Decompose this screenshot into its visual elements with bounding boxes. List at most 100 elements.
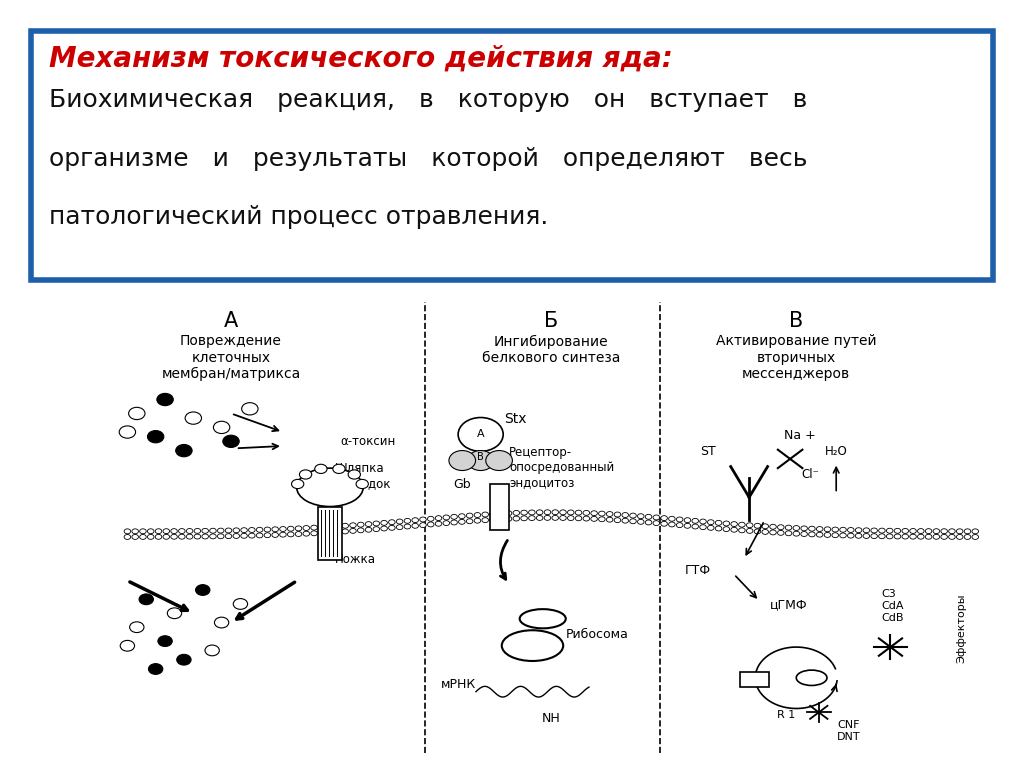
Text: Gb: Gb	[453, 478, 471, 491]
Circle shape	[708, 520, 714, 525]
Circle shape	[373, 527, 380, 531]
Circle shape	[816, 527, 823, 531]
Circle shape	[241, 528, 248, 533]
Circle shape	[848, 533, 854, 538]
Circle shape	[956, 535, 963, 539]
Circle shape	[280, 527, 287, 531]
Circle shape	[311, 525, 317, 530]
Text: цГМФ: цГМФ	[770, 598, 807, 611]
Circle shape	[451, 515, 458, 519]
Circle shape	[404, 524, 411, 529]
Circle shape	[119, 426, 135, 439]
Circle shape	[156, 528, 162, 534]
Circle shape	[249, 533, 255, 538]
Text: Биохимическая   реакция,   в   которую   он   вступает   в: Биохимическая реакция, в которую он всту…	[49, 88, 808, 112]
Text: организме   и   результаты   которой   определяют   весь: организме и результаты которой определяю…	[49, 147, 808, 170]
Circle shape	[567, 515, 574, 521]
Circle shape	[746, 523, 753, 528]
Circle shape	[887, 528, 893, 533]
Circle shape	[156, 535, 162, 539]
Circle shape	[148, 664, 163, 674]
Circle shape	[186, 528, 193, 534]
Circle shape	[831, 527, 839, 532]
Circle shape	[544, 510, 551, 515]
Circle shape	[241, 533, 248, 538]
Circle shape	[348, 470, 360, 479]
Text: Механизм токсического действия яда:: Механизм токсического действия яда:	[49, 45, 673, 72]
Circle shape	[801, 526, 807, 531]
Text: A: A	[477, 429, 484, 439]
Circle shape	[599, 517, 605, 521]
Circle shape	[459, 519, 465, 525]
Circle shape	[583, 516, 590, 521]
Circle shape	[809, 532, 815, 537]
Circle shape	[544, 515, 551, 521]
Circle shape	[120, 641, 134, 651]
Circle shape	[972, 529, 979, 534]
Circle shape	[755, 529, 761, 534]
Circle shape	[147, 431, 164, 443]
Circle shape	[948, 535, 955, 539]
Circle shape	[147, 535, 154, 539]
Circle shape	[941, 528, 947, 534]
Circle shape	[918, 528, 924, 534]
Circle shape	[801, 531, 807, 537]
Ellipse shape	[297, 468, 364, 507]
Circle shape	[357, 528, 364, 533]
Circle shape	[314, 465, 327, 474]
Circle shape	[855, 528, 862, 533]
Circle shape	[124, 529, 131, 534]
Circle shape	[210, 534, 216, 539]
Circle shape	[474, 512, 480, 518]
Circle shape	[485, 451, 512, 471]
Circle shape	[941, 535, 947, 539]
Text: B: B	[477, 452, 484, 462]
Circle shape	[225, 534, 231, 538]
Circle shape	[902, 534, 908, 539]
Circle shape	[171, 535, 177, 539]
Circle shape	[474, 518, 480, 523]
Circle shape	[427, 516, 434, 521]
Circle shape	[692, 518, 698, 523]
Circle shape	[295, 531, 302, 537]
Circle shape	[723, 527, 730, 531]
Circle shape	[381, 521, 387, 525]
Circle shape	[638, 519, 644, 525]
Circle shape	[863, 528, 869, 533]
Circle shape	[692, 524, 698, 529]
Circle shape	[855, 533, 862, 538]
Text: Ножка: Ножка	[335, 553, 376, 565]
Circle shape	[292, 479, 304, 488]
Circle shape	[591, 511, 597, 515]
Circle shape	[560, 510, 566, 515]
Circle shape	[349, 523, 356, 528]
Circle shape	[467, 451, 494, 471]
Circle shape	[785, 525, 792, 530]
Circle shape	[272, 527, 279, 531]
Circle shape	[327, 525, 333, 529]
Circle shape	[948, 529, 955, 534]
Circle shape	[139, 535, 146, 539]
Circle shape	[716, 521, 722, 525]
Circle shape	[723, 521, 730, 526]
Circle shape	[396, 519, 402, 524]
Circle shape	[388, 520, 395, 525]
Circle shape	[435, 521, 441, 526]
Circle shape	[894, 534, 901, 539]
Circle shape	[816, 532, 823, 537]
Circle shape	[537, 510, 543, 515]
Circle shape	[870, 534, 878, 538]
Circle shape	[684, 523, 691, 528]
Circle shape	[630, 513, 636, 518]
Circle shape	[933, 535, 940, 539]
Circle shape	[381, 526, 387, 531]
Circle shape	[513, 516, 519, 521]
Circle shape	[303, 531, 309, 536]
Circle shape	[217, 528, 224, 533]
Circle shape	[458, 418, 503, 452]
Circle shape	[669, 516, 675, 521]
Circle shape	[185, 412, 202, 424]
Circle shape	[606, 511, 613, 517]
Circle shape	[560, 515, 566, 521]
Circle shape	[459, 514, 465, 518]
